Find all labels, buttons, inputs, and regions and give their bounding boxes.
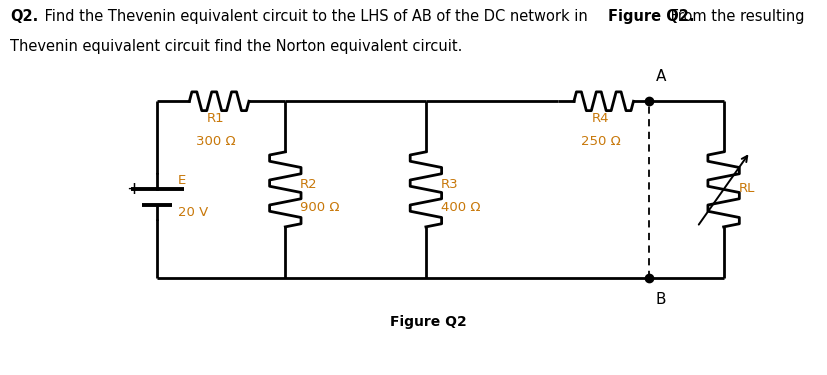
Text: B: B (656, 292, 667, 308)
Text: Figure Q2: Figure Q2 (390, 315, 466, 329)
Text: +: + (127, 180, 141, 198)
Text: 900 Ω: 900 Ω (300, 201, 340, 214)
Text: R3: R3 (441, 178, 458, 191)
Text: 300 Ω: 300 Ω (196, 135, 236, 148)
Text: A: A (656, 69, 667, 84)
Text: Figure Q2.: Figure Q2. (608, 9, 695, 24)
Text: From the resulting: From the resulting (666, 9, 804, 24)
Text: Thevenin equivalent circuit find the Norton equivalent circuit.: Thevenin equivalent circuit find the Nor… (10, 39, 462, 54)
Text: 20 V: 20 V (178, 206, 208, 219)
Text: R1: R1 (207, 112, 225, 126)
Text: 250 Ω: 250 Ω (581, 135, 620, 148)
Text: RL: RL (739, 182, 755, 195)
Text: Q2.: Q2. (10, 9, 38, 24)
Text: 400 Ω: 400 Ω (441, 201, 480, 214)
Text: Find the Thevenin equivalent circuit to the LHS of AB of the DC network in: Find the Thevenin equivalent circuit to … (40, 9, 592, 24)
Text: R2: R2 (300, 178, 318, 191)
Text: E: E (178, 174, 186, 188)
Text: R4: R4 (591, 112, 609, 126)
